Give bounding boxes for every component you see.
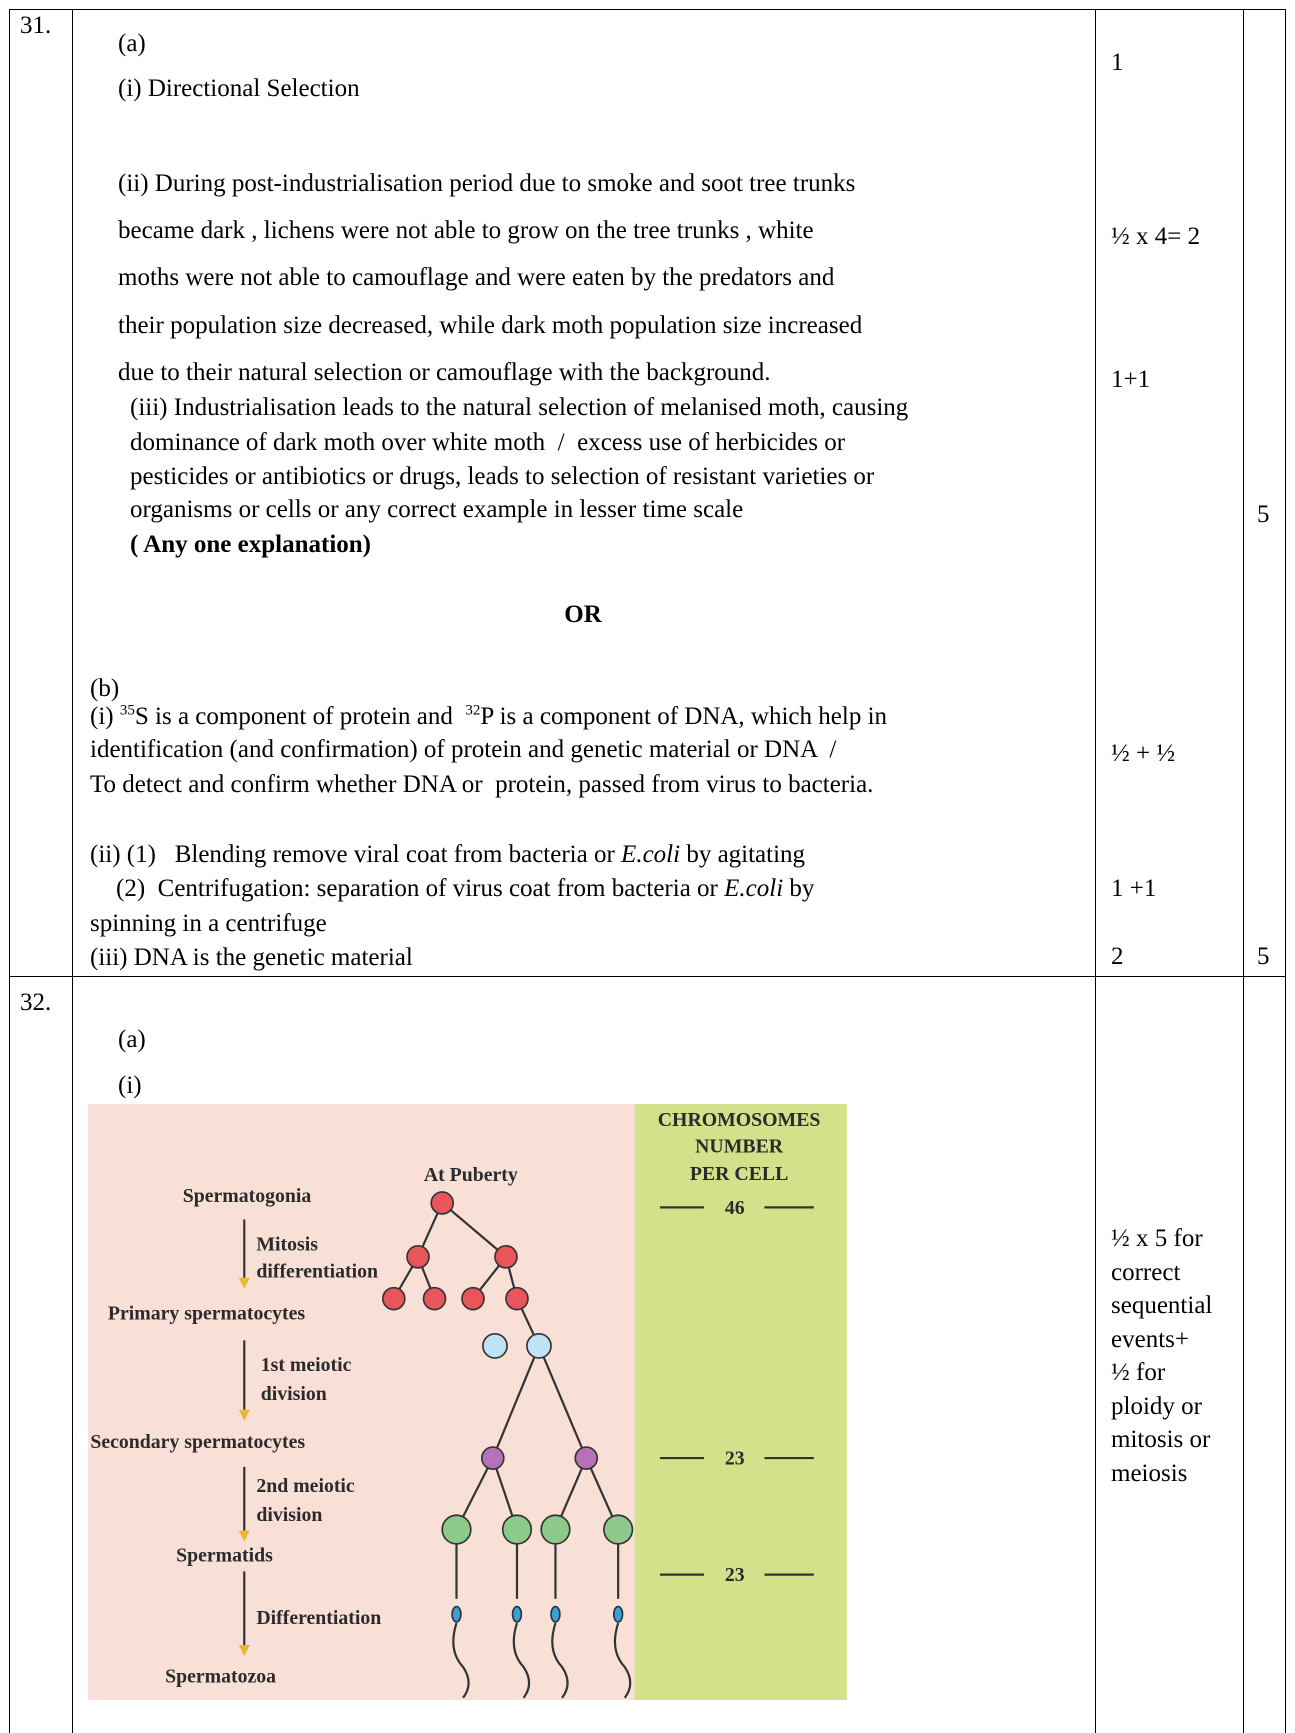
- label: Mitosis: [256, 1233, 318, 1255]
- answer-line: due to their natural selection or camouf…: [118, 359, 771, 386]
- answer-line: their population size decreased, while d…: [118, 312, 863, 339]
- background: [88, 1104, 635, 1700]
- border: [1095, 9, 1096, 1733]
- label: NUMBER: [695, 1135, 784, 1157]
- part-label: (b): [90, 675, 120, 702]
- answer-line: moths were not able to camouflage and we…: [118, 264, 835, 291]
- label: 23: [725, 1564, 745, 1586]
- marks: 1 +1: [1111, 875, 1157, 902]
- marks: ½ x 5 for: [1111, 1225, 1203, 1252]
- marks: sequential: [1111, 1292, 1213, 1319]
- text: P is a component of DNA, which help in: [480, 703, 888, 730]
- spermatogenesis-diagram: At Puberty Spermatogonia Mitosis differe…: [88, 1104, 847, 1700]
- species-name: E.coli: [724, 875, 784, 902]
- text: (ii) (1) Blending remove viral coat from…: [90, 841, 622, 868]
- label: Spermatids: [176, 1544, 273, 1566]
- marks: events+: [1111, 1325, 1189, 1353]
- total-marks: 5: [1257, 501, 1270, 528]
- superscript: 35: [119, 702, 135, 719]
- answer-line: (ii) During post-industrialisation perio…: [118, 170, 856, 197]
- label: Secondary spermatocytes: [90, 1431, 305, 1453]
- part-label: (i): [118, 1072, 142, 1099]
- species-name: E.coli: [621, 841, 681, 868]
- marks: correct: [1111, 1258, 1181, 1286]
- marks: ploidy or: [1111, 1392, 1202, 1420]
- label: 2nd meiotic: [256, 1475, 355, 1497]
- text: by agitating: [680, 841, 806, 868]
- answer-line: (i) 35S is a component of protein and 32…: [90, 702, 888, 730]
- label: Differentiation: [256, 1607, 381, 1629]
- answer-line: To detect and confirm whether DNA or pro…: [90, 771, 874, 798]
- marks: ½ + ½: [1111, 740, 1176, 767]
- superscript: 32: [465, 702, 481, 719]
- answer-line: spinning in a centrifuge: [90, 910, 327, 937]
- label: 23: [725, 1448, 745, 1470]
- question-number: 32.: [20, 989, 52, 1016]
- or-separator: OR: [564, 601, 602, 628]
- lineage-lines: [392, 1202, 632, 1699]
- border: [9, 9, 10, 1733]
- question-number: 31.: [20, 12, 52, 39]
- border: [9, 9, 1286, 10]
- label: division: [261, 1383, 327, 1405]
- marks: mitosis or: [1111, 1426, 1211, 1453]
- border: [1285, 9, 1286, 1733]
- answer-line: identification (and confirmation) of pro…: [90, 736, 837, 763]
- arrow-heads: [238, 1277, 250, 1657]
- text: (i): [90, 703, 120, 730]
- answer-note: ( Any one explanation): [130, 531, 372, 558]
- label: PER CELL: [690, 1163, 788, 1185]
- part-label: (a): [118, 30, 146, 57]
- part-label: (a): [118, 1026, 146, 1053]
- text: S is a component of protein and: [134, 703, 466, 730]
- background: [634, 1104, 847, 1700]
- text: (2) Centrifugation: separation of virus …: [116, 875, 725, 902]
- border: [72, 9, 73, 1733]
- border: [1243, 9, 1244, 1733]
- diagram-labels: At Puberty Spermatogonia Mitosis differe…: [90, 1109, 820, 1687]
- label: CHROMOSOMES: [658, 1109, 821, 1131]
- answer-line: (ii) (1) Blending remove viral coat from…: [90, 842, 805, 868]
- answer-line: (iii) Industrialisation leads to the nat…: [130, 394, 909, 421]
- marks: ½ for: [1111, 1359, 1166, 1386]
- answer-line: (iii) DNA is the genetic material: [90, 944, 413, 971]
- label: At Puberty: [424, 1164, 518, 1186]
- answer-line: (2) Centrifugation: separation of virus …: [116, 876, 814, 902]
- label: division: [256, 1504, 322, 1526]
- label: differentiation: [256, 1261, 378, 1283]
- answer-line: (i) Directional Selection: [118, 75, 360, 102]
- text: by: [783, 875, 815, 902]
- marks: 2: [1111, 943, 1124, 970]
- label: 1st meiotic: [261, 1354, 352, 1376]
- answer-line: became dark , lichens were not able to g…: [118, 217, 814, 244]
- answer-line: organisms or cells or any correct exampl…: [130, 496, 744, 523]
- answer-line: pesticides or antibiotics or drugs, lead…: [130, 463, 875, 490]
- border: [9, 976, 1286, 977]
- marks: 1: [1111, 49, 1124, 76]
- label: Spermatogonia: [183, 1185, 312, 1207]
- label: Primary spermatocytes: [108, 1303, 305, 1325]
- marks: meiosis: [1111, 1459, 1188, 1487]
- label: Spermatozoa: [165, 1665, 276, 1687]
- total-marks: 5: [1257, 943, 1270, 970]
- label: 46: [725, 1197, 745, 1219]
- stage-arrows: [243, 1206, 814, 1646]
- answer-line: dominance of dark moth over white moth /…: [130, 429, 846, 456]
- marks: ½ x 4= 2: [1111, 223, 1201, 250]
- cells: [382, 1191, 634, 1623]
- marks: 1+1: [1111, 366, 1151, 393]
